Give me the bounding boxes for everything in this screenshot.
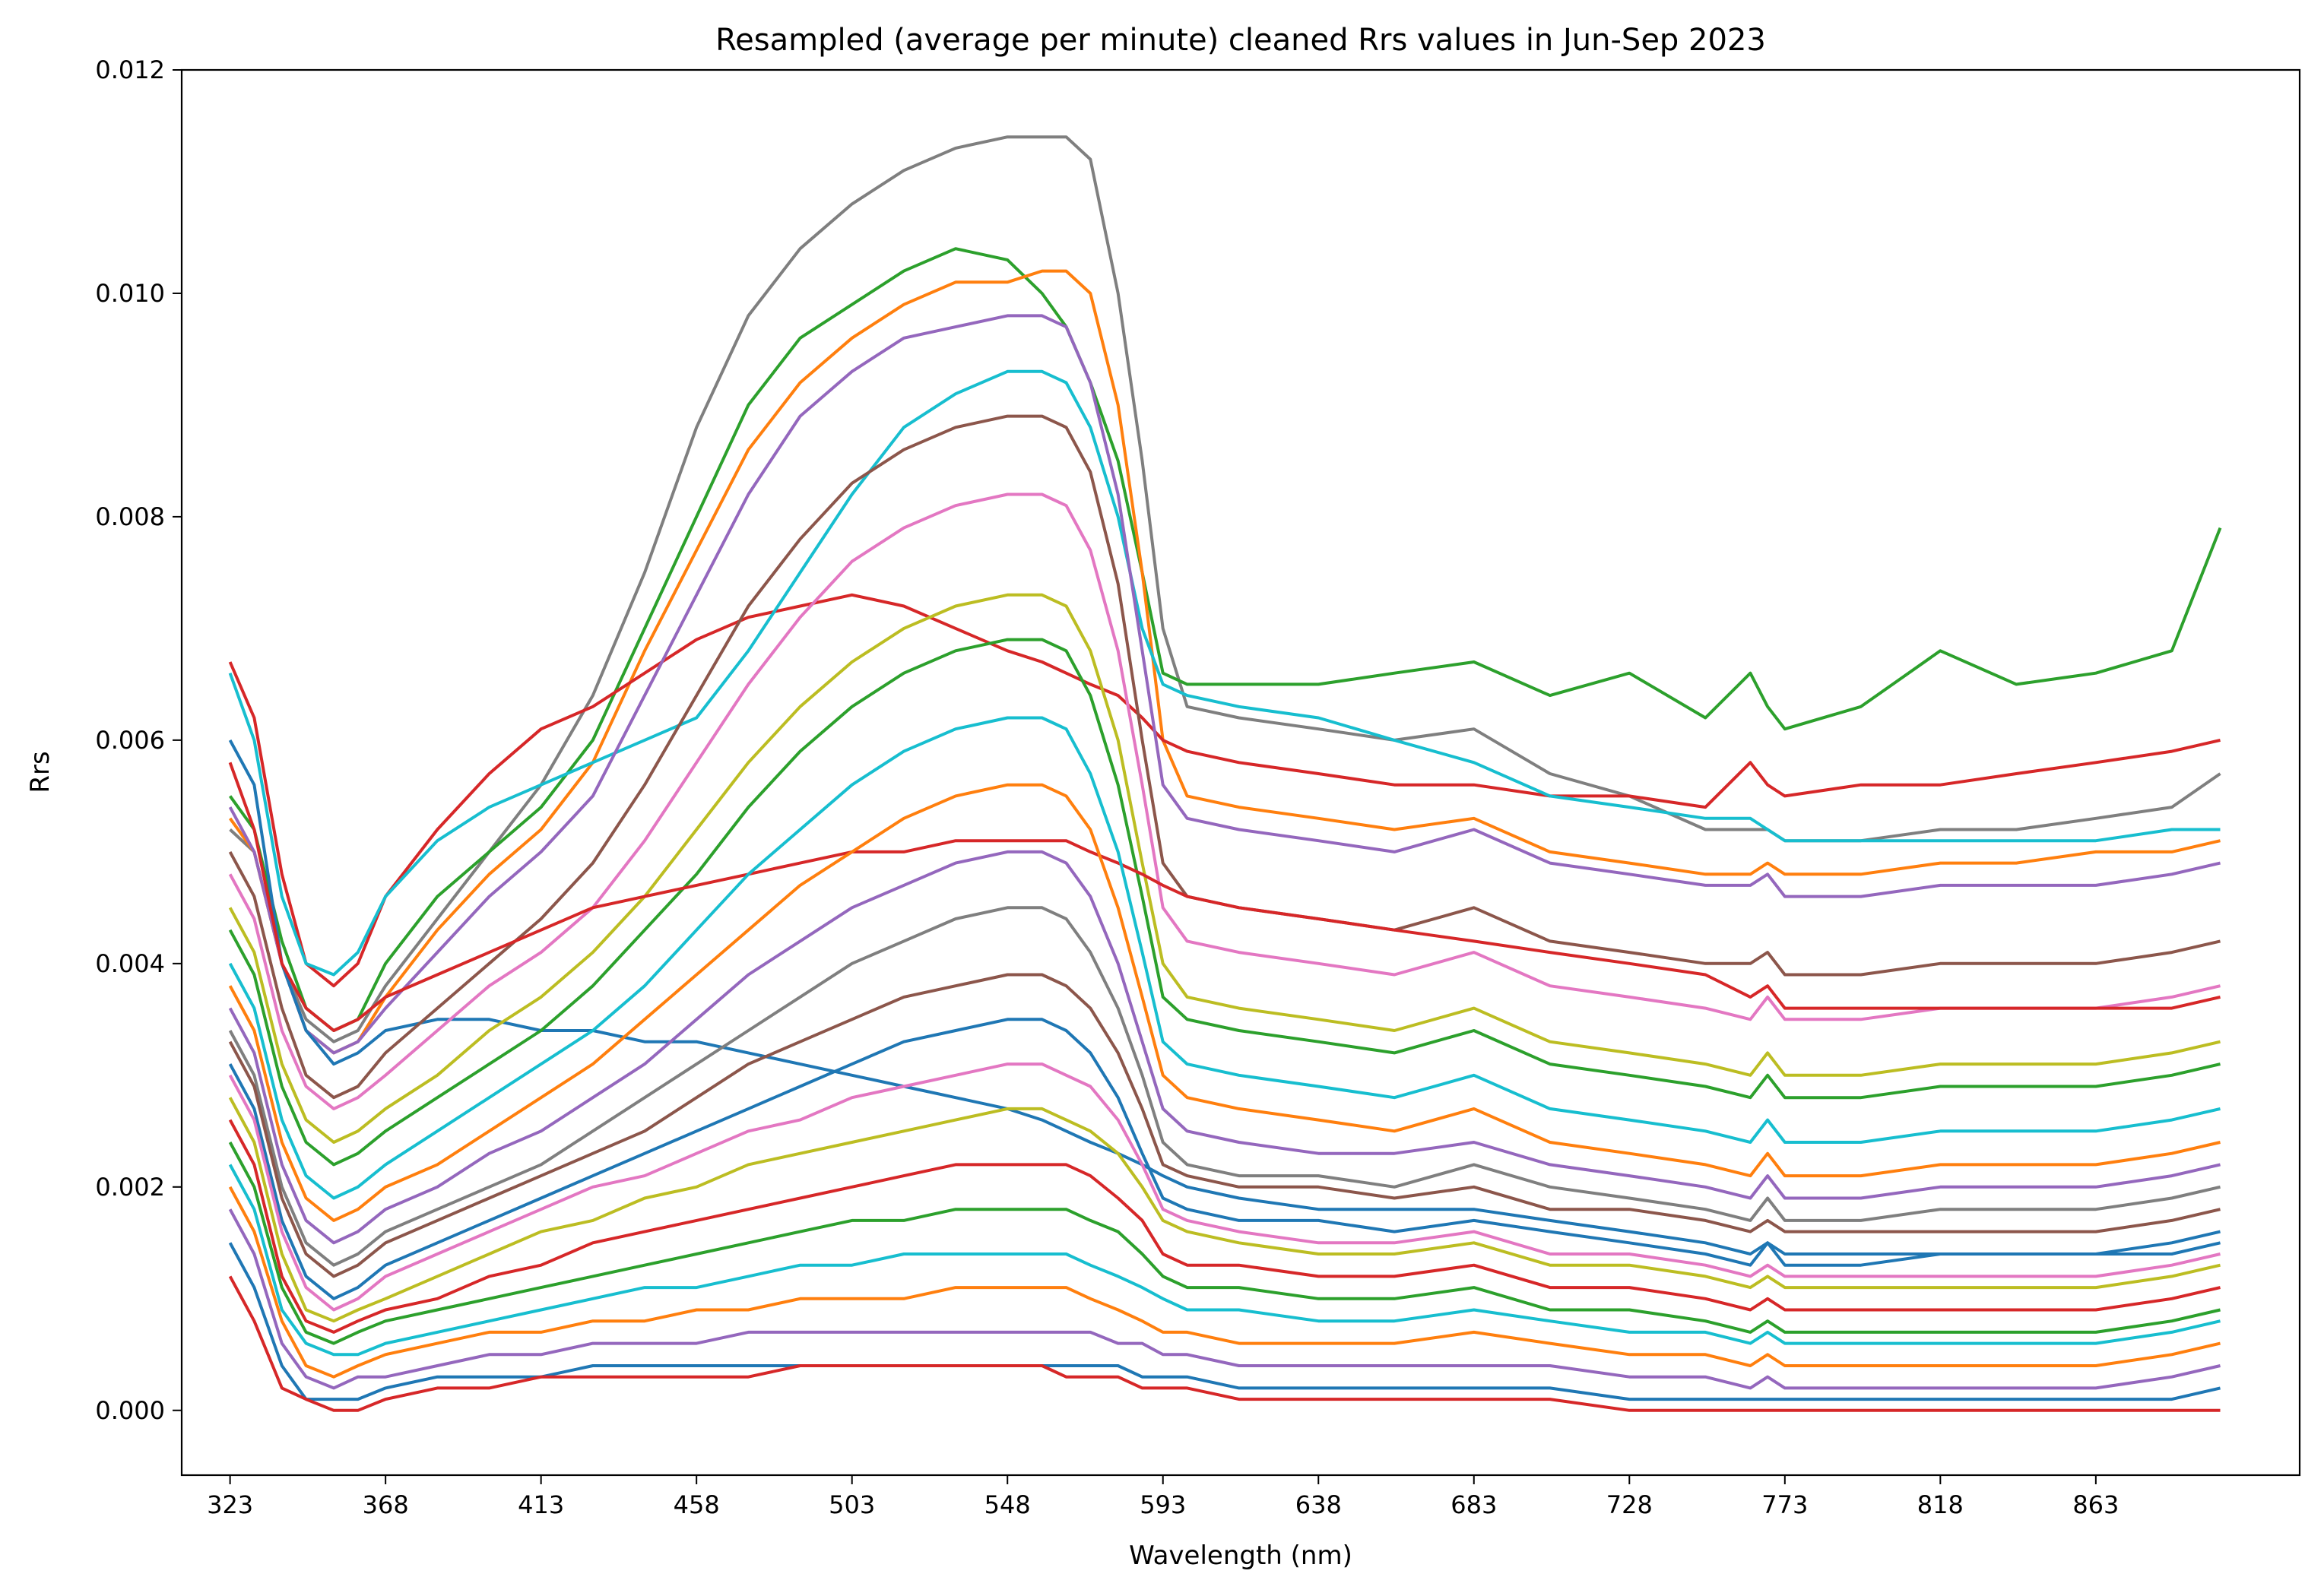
- x-tick-label: 773: [1761, 1490, 1808, 1519]
- x-tick-label: 368: [363, 1490, 409, 1519]
- series-line-26: [228, 1242, 2221, 1401]
- series-line-20: [228, 1097, 2221, 1323]
- series-line-12: [228, 762, 2221, 1032]
- x-tick-label: 593: [1140, 1490, 1186, 1519]
- x-ticks: 323 368 413 458 503 548 593 638 683 728 773 818 863: [207, 1475, 2119, 1519]
- chart-title: Resampled (average per minute) cleaned R…: [715, 23, 1766, 58]
- x-tick-label: 728: [1606, 1490, 1653, 1519]
- series-line-14: [228, 783, 2221, 1222]
- series-line-3: [228, 269, 2221, 1055]
- series-line-15: [228, 850, 2221, 1245]
- series-line-5: [228, 369, 2221, 977]
- series-line-8: [228, 414, 2221, 1100]
- x-tick-label: 863: [2072, 1490, 2119, 1519]
- y-tick-label: 0.000: [95, 1396, 165, 1425]
- series-line-23: [228, 1164, 2221, 1357]
- series-line-22: [228, 1142, 2221, 1345]
- x-axis-label: Wavelength (nm): [1129, 1541, 1352, 1571]
- series-line-6: [228, 314, 2221, 1055]
- y-ticks: 0.000 0.002 0.004 0.006 0.008 0.010 0.012: [95, 55, 182, 1425]
- y-tick-label: 0.002: [95, 1173, 165, 1202]
- y-axis-label: Rrs: [25, 751, 55, 793]
- series-line-21: [228, 1119, 2221, 1334]
- x-tick-label: 548: [984, 1490, 1031, 1519]
- x-tick-label: 323: [207, 1490, 253, 1519]
- plot-frame: [180, 68, 2301, 1477]
- y-tick-label: 0.012: [95, 55, 165, 84]
- x-tick-label: 503: [829, 1490, 875, 1519]
- x-tick-label: 818: [1917, 1490, 1964, 1519]
- series-line-18: [228, 1018, 2221, 1300]
- y-tick-label: 0.006: [95, 726, 165, 755]
- x-tick-label: 683: [1451, 1490, 1497, 1519]
- x-tick-label: 458: [674, 1490, 720, 1519]
- series-line-13: [228, 716, 2221, 1200]
- y-tick-label: 0.004: [95, 949, 165, 978]
- series-line-24: [228, 1186, 2221, 1379]
- series-line-17: [228, 973, 2221, 1278]
- series-line-16: [228, 906, 2221, 1267]
- y-tick-label: 0.008: [95, 502, 165, 531]
- series-line-9: [228, 492, 2221, 1110]
- series-line-10: [228, 593, 2221, 1144]
- series-layer: [228, 135, 2222, 1412]
- y-tick-label: 0.010: [95, 279, 165, 308]
- x-tick-label: 638: [1295, 1490, 1342, 1519]
- series-line-11: [228, 638, 2221, 1167]
- series-line-4: [228, 593, 2221, 988]
- series-line-25: [228, 1208, 2221, 1390]
- x-tick-label: 413: [518, 1490, 564, 1519]
- series-line-19: [228, 1062, 2221, 1312]
- series-line-27: [228, 1275, 2221, 1412]
